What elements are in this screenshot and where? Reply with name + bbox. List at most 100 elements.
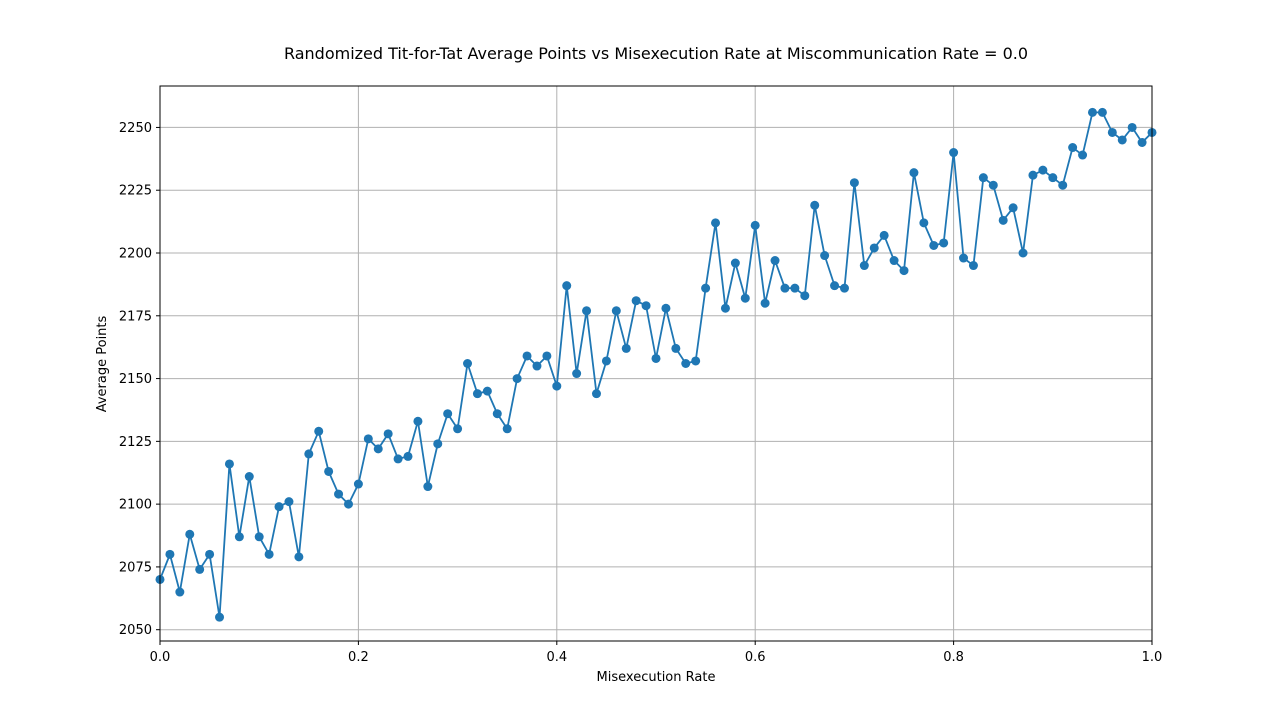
data-point [730, 258, 740, 268]
data-point [939, 238, 949, 248]
data-point [701, 283, 711, 293]
data-point [591, 389, 601, 399]
data-point [195, 564, 205, 574]
data-point [1058, 180, 1068, 190]
data-point [492, 409, 502, 419]
data-point [1008, 203, 1018, 213]
data-point [899, 266, 909, 276]
data-point [304, 449, 314, 459]
data-point [1127, 122, 1137, 132]
data-point [294, 552, 304, 562]
y-tick-label: 2250 [119, 121, 152, 136]
data-point [611, 306, 621, 316]
data-point [820, 251, 830, 261]
data-point [889, 256, 899, 266]
data-point [215, 612, 225, 622]
data-point [998, 215, 1008, 225]
data-point [949, 148, 959, 158]
data-point [1078, 150, 1088, 160]
data-point [244, 472, 254, 482]
data-point [1038, 165, 1048, 175]
data-point [463, 359, 473, 368]
plot-area [160, 86, 1152, 641]
x-tick-label: 0.2 [348, 650, 369, 665]
y-tick-label: 2100 [119, 498, 152, 513]
y-tick-label: 2175 [119, 309, 152, 324]
x-tick-label: 1.0 [1142, 650, 1163, 665]
data-point [968, 261, 978, 271]
data-point [770, 256, 780, 266]
data-point [790, 283, 800, 293]
data-point [175, 587, 185, 597]
data-point [1137, 138, 1147, 147]
data-point [810, 200, 820, 210]
data-point [472, 389, 482, 399]
data-point [532, 361, 542, 371]
x-tick-label: 0.6 [745, 650, 766, 665]
data-point [522, 351, 532, 361]
x-tick-label: 0.4 [546, 650, 567, 665]
data-point [413, 416, 423, 426]
data-point [314, 426, 324, 436]
y-tick-label: 2200 [119, 247, 152, 262]
data-point [720, 303, 730, 313]
data-point [909, 168, 919, 178]
y-axis-label: Average Points [95, 315, 110, 412]
data-point [165, 549, 175, 559]
data-point [760, 298, 770, 308]
data-point [1107, 127, 1117, 137]
x-tick-label: 0.0 [150, 650, 171, 665]
series-line-group [155, 107, 1157, 622]
data-point [978, 173, 988, 183]
data-point [512, 374, 522, 384]
data-point [750, 220, 760, 230]
data-point [343, 499, 353, 509]
y-tick-label: 2075 [119, 560, 152, 575]
data-point [929, 240, 939, 250]
data-point [542, 351, 552, 361]
data-point [631, 296, 641, 306]
data-point [254, 532, 264, 542]
data-point [691, 356, 701, 366]
data-point [681, 359, 691, 368]
x-axis-label: Misexecution Rate [597, 670, 716, 685]
data-point [1048, 173, 1058, 183]
data-point [651, 353, 661, 363]
data-point [859, 261, 869, 271]
data-point [393, 454, 403, 464]
data-point [353, 479, 363, 489]
data-point [621, 343, 631, 353]
data-point [433, 439, 443, 449]
data-point [502, 424, 512, 434]
data-point [1087, 107, 1097, 117]
data-point [205, 549, 215, 559]
x-tick-label: 0.8 [943, 650, 964, 665]
data-point [1028, 170, 1038, 180]
y-tick-label: 2125 [119, 435, 152, 450]
chart-title: Randomized Tit-for-Tat Average Points vs… [284, 44, 1028, 63]
data-point [552, 381, 562, 391]
data-point [661, 303, 671, 313]
data-point [601, 356, 611, 366]
data-point [224, 459, 234, 469]
data-point [1018, 248, 1028, 258]
data-point [800, 291, 810, 301]
data-point [562, 281, 572, 291]
data-point [363, 434, 373, 444]
data-point [869, 243, 879, 253]
data-point [373, 444, 383, 454]
y-tick-label: 2150 [119, 372, 152, 387]
data-point [1068, 143, 1078, 153]
data-point [1117, 135, 1127, 145]
data-point [641, 301, 651, 311]
data-point [324, 466, 334, 476]
data-point [383, 429, 393, 439]
data-point [284, 497, 294, 507]
data-point [839, 283, 849, 293]
data-point [443, 409, 453, 419]
gridlines [159, 86, 1153, 641]
data-point [830, 281, 840, 291]
data-point [234, 532, 244, 542]
x-axis-ticks: 0.0 0.2 0.4 0.6 0.8 1.0 [150, 641, 1163, 665]
